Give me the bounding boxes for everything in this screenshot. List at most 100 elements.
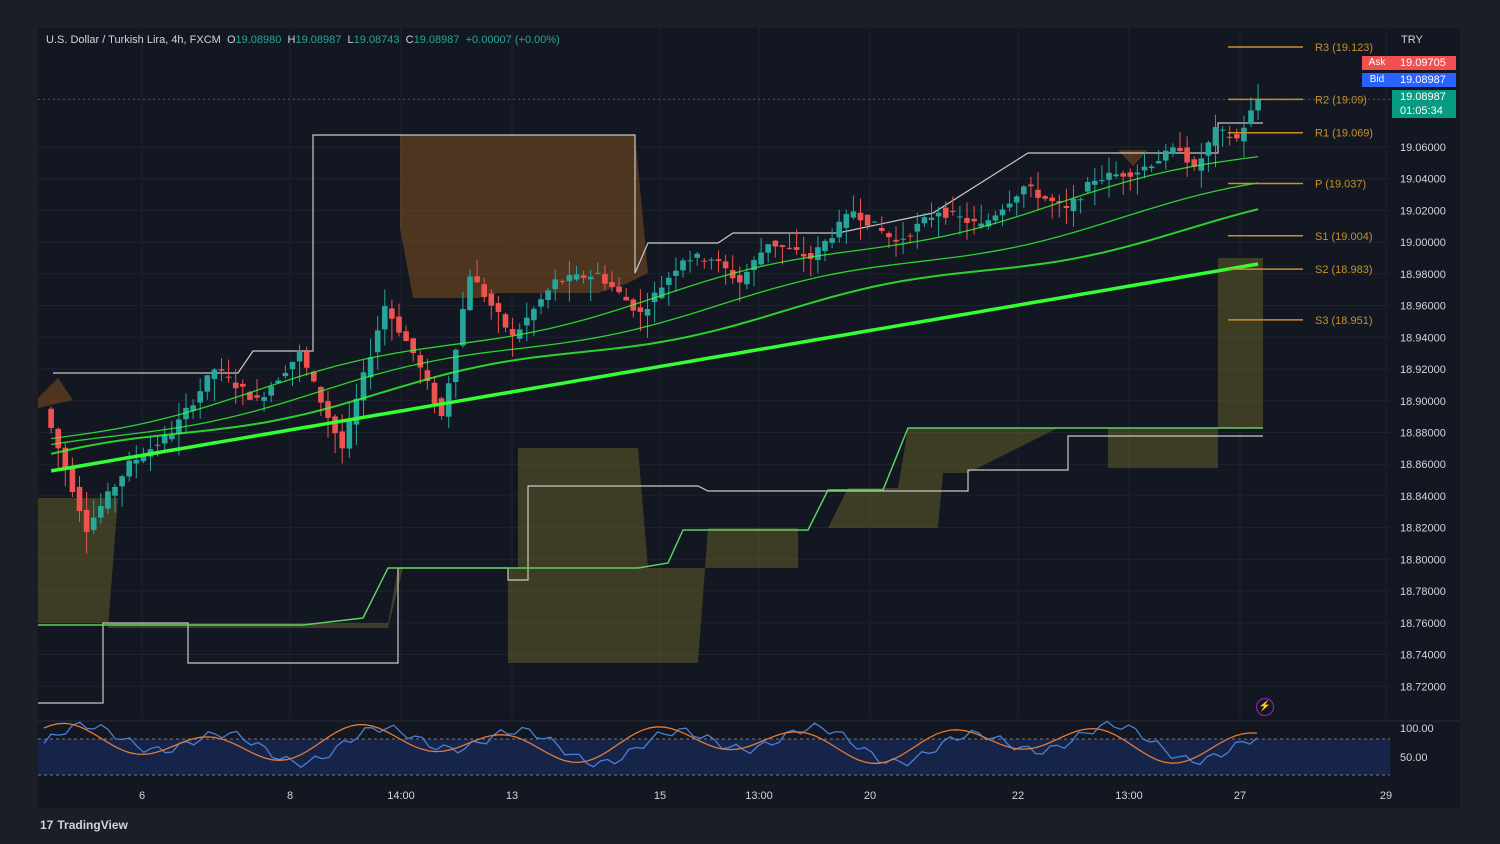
- pivot-label-s2: S2 (18.983): [1315, 264, 1372, 276]
- chart-canvas[interactable]: R3 (19.123) R2 (19.09) R1 (19.069) P (19.03…: [38, 28, 1460, 808]
- candle-body: [1028, 184, 1034, 187]
- candle-body: [1127, 172, 1134, 177]
- candle-body: [602, 274, 608, 284]
- candle-body: [722, 261, 729, 269]
- pivot-label-r1: R1 (19.069): [1315, 128, 1373, 140]
- candle-body: [950, 210, 956, 212]
- channel-upper-line: [53, 122, 1263, 374]
- candle-body: [985, 220, 992, 227]
- y-tick-label: 18.82000: [1400, 523, 1446, 535]
- candle-body: [332, 416, 338, 434]
- candle-body: [744, 271, 750, 285]
- y-tick-label: 18.80000: [1400, 554, 1446, 566]
- candle-body: [112, 486, 118, 496]
- candle-body: [90, 517, 97, 531]
- candle-body: [893, 239, 899, 242]
- candle-body: [900, 238, 906, 240]
- candle-body: [978, 223, 984, 227]
- candle-body: [126, 460, 132, 477]
- candle-body: [1141, 166, 1148, 171]
- candle-body: [1113, 174, 1119, 177]
- candle-body: [296, 350, 303, 362]
- candle-body: [545, 290, 551, 300]
- y-tick-label: 18.90000: [1400, 396, 1446, 408]
- high-value: 19.08987: [295, 34, 342, 46]
- candle-body: [1056, 201, 1063, 203]
- rsi-line: [43, 720, 1258, 769]
- candle-body: [325, 401, 331, 418]
- x-tick-label: 8: [287, 790, 293, 802]
- candle-body: [382, 306, 388, 330]
- candle-body: [1077, 199, 1084, 201]
- candle-body: [311, 371, 317, 382]
- close-value: 19.08987: [413, 34, 460, 46]
- bar-countdown: 01:05:34: [1392, 104, 1456, 118]
- candle-body: [715, 259, 722, 261]
- high-label: H: [287, 34, 296, 46]
- pivot-label-r2: R2 (19.09): [1315, 94, 1367, 106]
- candle-body: [1134, 172, 1141, 175]
- candle-body: [1035, 189, 1041, 198]
- candle-body: [1042, 196, 1048, 199]
- candle-body: [1248, 110, 1254, 125]
- candle-body: [992, 215, 999, 221]
- candle-body: [708, 259, 715, 261]
- candle-body: [580, 275, 587, 278]
- candle-body: [786, 247, 793, 249]
- y-tick-label: 19.04000: [1400, 174, 1446, 186]
- candle-body: [240, 383, 246, 387]
- candle-body: [815, 247, 821, 261]
- y-tick-label: 18.98000: [1400, 269, 1446, 281]
- candle-body: [140, 456, 147, 462]
- candle-body: [886, 233, 892, 238]
- candle-body: [1184, 147, 1190, 163]
- candle-body: [644, 308, 651, 316]
- candle-body: [921, 217, 928, 224]
- rsi-signal-line: [43, 722, 1258, 764]
- candle-body: [566, 275, 573, 282]
- candle-body: [183, 407, 189, 420]
- candle-body: [1063, 205, 1070, 209]
- candle-body: [1155, 161, 1162, 164]
- candle-body: [1191, 159, 1197, 167]
- candle-body: [346, 420, 353, 449]
- bid-price: 19.08987: [1392, 73, 1456, 87]
- candle-body: [289, 361, 296, 370]
- candle-body: [1226, 136, 1233, 138]
- lightning-icon[interactable]: ⚡: [1256, 698, 1274, 716]
- candle-body: [765, 244, 771, 253]
- y-tick-label: 19.02000: [1400, 205, 1446, 217]
- candle-body: [1049, 197, 1055, 202]
- candle-body: [623, 296, 629, 301]
- x-tick-label: 14:00: [387, 790, 415, 802]
- candle-body: [83, 509, 90, 532]
- last-price: 19.08987: [1392, 90, 1456, 104]
- ask-price: 19.09705: [1392, 56, 1456, 70]
- candle-body: [836, 221, 842, 238]
- candle-body: [154, 444, 161, 446]
- candle-body: [1205, 142, 1212, 156]
- candle-body: [98, 506, 104, 518]
- low-label: L: [347, 34, 354, 46]
- candle-body: [1219, 129, 1226, 131]
- tradingview-brand[interactable]: 17 TradingView: [40, 818, 128, 832]
- candle-body: [211, 369, 218, 380]
- candle-body: [495, 303, 502, 312]
- candle-body: [247, 392, 253, 400]
- channel-fill-lower: [38, 258, 1263, 663]
- candle-body: [176, 419, 182, 434]
- candle-body: [460, 309, 466, 346]
- candle-body: [445, 383, 452, 417]
- candle-body: [303, 351, 310, 368]
- candle-body: [701, 260, 708, 262]
- channel-fill-right: [1118, 150, 1148, 166]
- candle-body: [935, 212, 942, 217]
- candle-body: [850, 211, 857, 218]
- y-tick-label: 18.96000: [1400, 301, 1446, 313]
- candle-body: [538, 299, 544, 307]
- candle-body: [261, 397, 267, 401]
- low-value: 19.08743: [353, 34, 400, 46]
- candle-body: [353, 398, 360, 425]
- pivot-label-p: P (19.037): [1315, 178, 1366, 190]
- candle-body: [609, 282, 615, 287]
